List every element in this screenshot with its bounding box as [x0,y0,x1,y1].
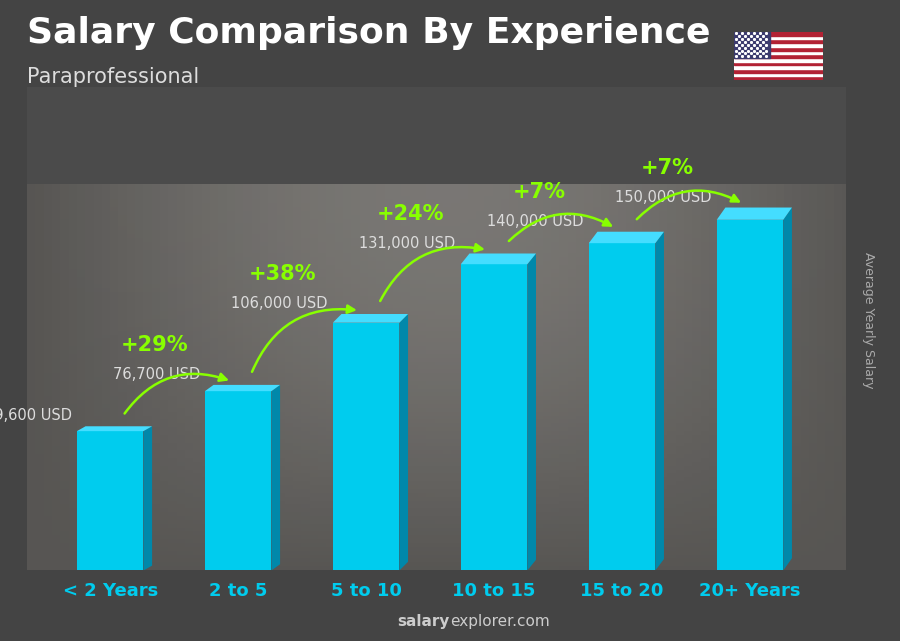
Polygon shape [400,314,408,570]
Text: 140,000 USD: 140,000 USD [487,214,584,229]
Text: Average Yearly Salary: Average Yearly Salary [862,253,875,388]
Text: +29%: +29% [122,335,189,355]
Polygon shape [783,208,792,570]
Bar [734,69,824,72]
Bar [333,322,400,570]
Text: 150,000 USD: 150,000 USD [615,190,712,204]
Bar [734,47,824,51]
Bar [205,391,272,570]
Text: Salary Comparison By Experience: Salary Comparison By Experience [27,16,710,50]
Polygon shape [76,426,152,431]
Text: explorer.com: explorer.com [450,614,550,629]
Polygon shape [589,231,664,243]
Bar [734,58,824,62]
Polygon shape [655,231,664,570]
Polygon shape [272,385,280,570]
Polygon shape [143,426,152,570]
Text: Paraprofessional: Paraprofessional [27,67,199,87]
Bar [76,431,143,570]
Polygon shape [716,208,792,220]
Bar [716,220,783,570]
Bar [734,72,824,76]
Bar [734,65,824,69]
Text: salary: salary [398,614,450,629]
Text: 76,700 USD: 76,700 USD [112,367,200,382]
Text: +7%: +7% [512,182,565,202]
Polygon shape [205,385,280,391]
Bar [734,76,824,80]
Bar [734,40,824,43]
Text: +38%: +38% [249,264,317,284]
Polygon shape [333,314,408,322]
Polygon shape [461,253,536,264]
Text: 59,600 USD: 59,600 USD [0,408,72,424]
Bar [734,32,824,36]
Bar [734,62,824,65]
Polygon shape [527,253,536,570]
Bar [734,54,824,58]
Bar [589,243,655,570]
Bar [734,51,824,54]
Bar [734,32,770,58]
Text: 131,000 USD: 131,000 USD [359,236,455,251]
Text: +7%: +7% [640,158,693,178]
Bar [734,43,824,47]
Bar [734,36,824,40]
Text: 106,000 USD: 106,000 USD [231,296,328,311]
Bar [461,264,527,570]
Text: +24%: +24% [377,204,445,224]
